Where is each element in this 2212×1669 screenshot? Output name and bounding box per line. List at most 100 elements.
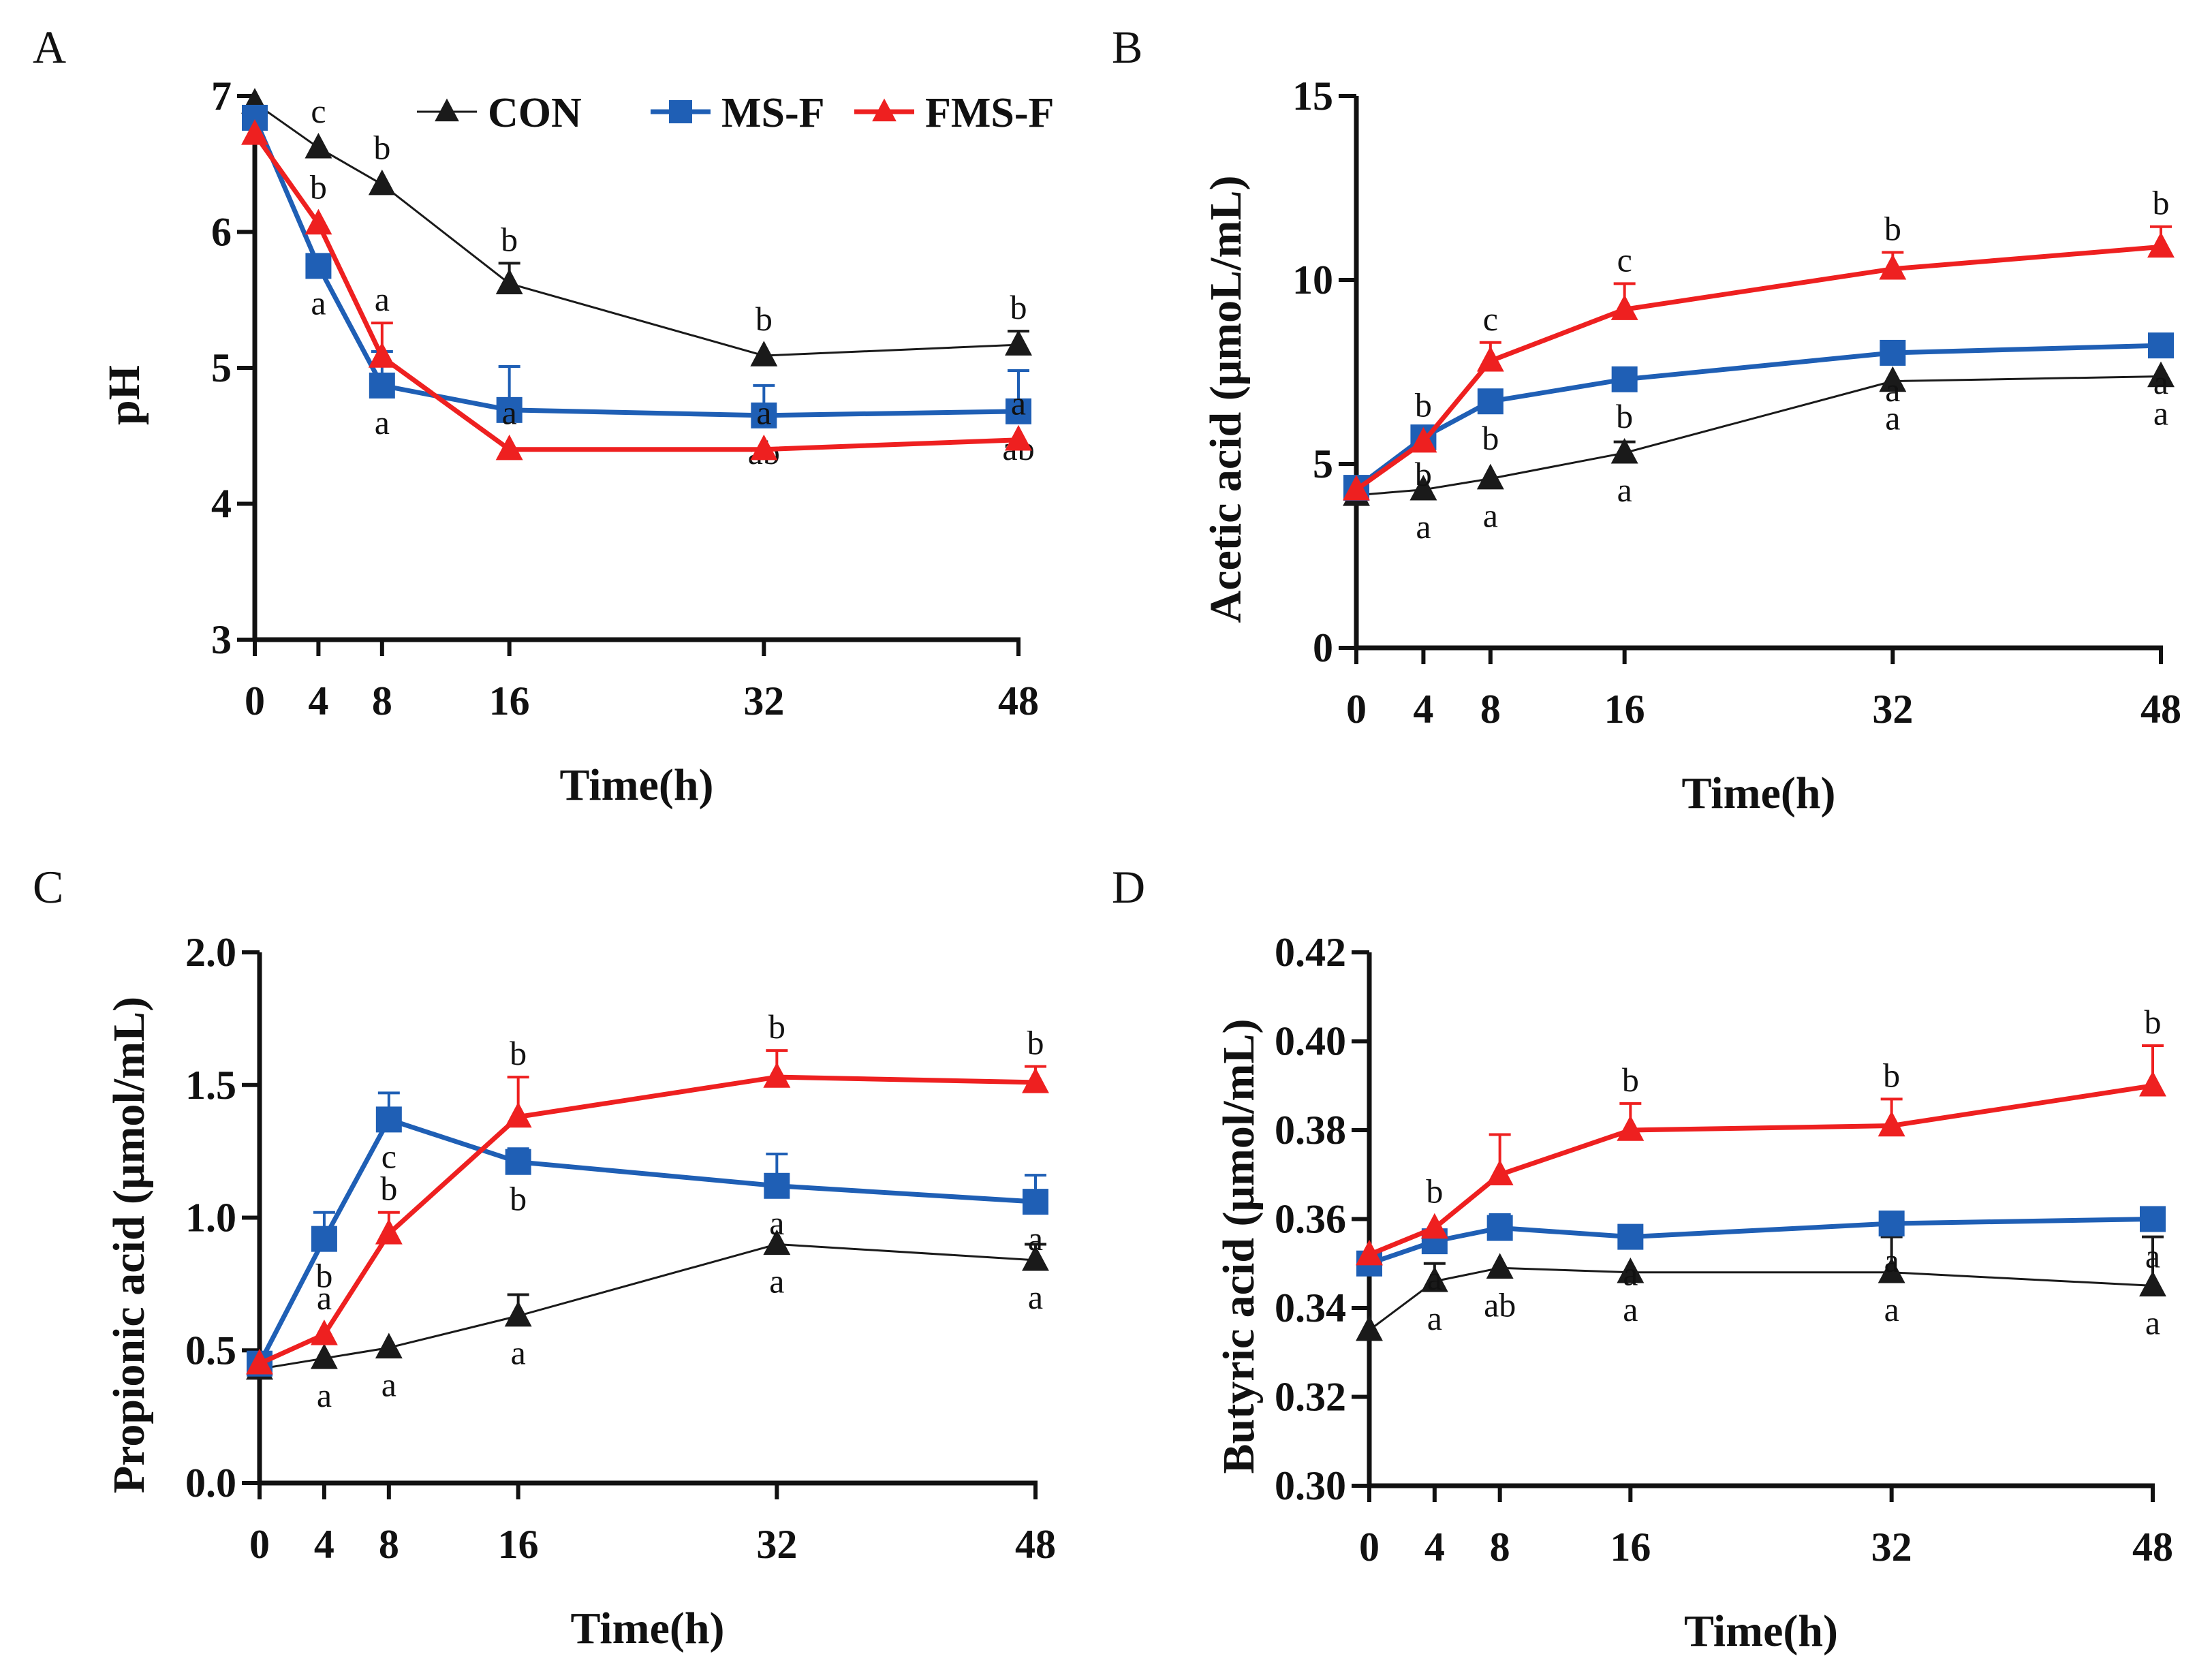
data-point — [1006, 398, 1031, 424]
significance-letter: b — [1415, 386, 1432, 424]
x-tick-label: 32 — [1871, 1525, 1912, 1570]
x-tick-label: 4 — [1413, 687, 1433, 732]
data-point — [368, 169, 396, 196]
data-point — [1610, 294, 1638, 320]
significance-letter: c — [1617, 240, 1632, 279]
significance-letter: a — [1427, 1259, 1442, 1297]
y-tick-label: 0.42 — [1275, 930, 1346, 975]
y-tick-label: 15 — [1292, 74, 1333, 119]
significance-letter: b — [310, 168, 327, 206]
y-axis-title: Propionic acid (μmol/mL) — [104, 997, 154, 1493]
data-point — [375, 1219, 403, 1245]
significance-letter: a — [756, 394, 771, 432]
data-point — [750, 434, 778, 461]
significance-letter: c — [311, 92, 326, 130]
legend-marker — [669, 100, 692, 123]
x-tick-label: 48 — [2140, 687, 2181, 732]
significance-letter: b — [1426, 1172, 1443, 1211]
significance-letter: b — [373, 129, 390, 167]
significance-letter: a — [375, 280, 390, 318]
panel-letter: D — [1112, 861, 1145, 913]
x-tick-label: 16 — [489, 678, 530, 723]
data-point — [2139, 1070, 2166, 1097]
data-point — [1486, 1215, 1513, 1241]
significance-letter: a — [381, 1365, 396, 1403]
significance-letter: a — [1483, 497, 1498, 535]
x-tick-label: 32 — [756, 1522, 797, 1567]
data-point — [1022, 1067, 1049, 1093]
data-point — [1878, 1110, 1905, 1137]
data-point — [750, 341, 778, 366]
legend-label: CON — [488, 90, 582, 136]
significance-letter: a — [2145, 1303, 2160, 1341]
significance-letter: a — [317, 1279, 332, 1317]
series-fms-f: b a a a a — [241, 119, 1032, 461]
data-point — [241, 119, 268, 145]
significance-letter: b — [1415, 455, 1432, 493]
series-line — [259, 1243, 1036, 1370]
y-tick-label: 0.30 — [1275, 1463, 1346, 1508]
series-con: a a a a a — [246, 1229, 1049, 1414]
panel-a: A34567048163248Time(h)pHcbbbbaaaababbaaa… — [33, 21, 1039, 810]
y-tick-label: 0.5 — [185, 1328, 236, 1373]
data-point — [246, 1348, 273, 1375]
significance-letter: a — [1884, 1241, 1899, 1279]
data-point — [2147, 361, 2175, 388]
y-tick-label: 0.0 — [185, 1461, 236, 1506]
data-point — [1878, 1257, 1905, 1283]
significance-letter: a — [769, 1262, 784, 1300]
x-axis-title: Time(h) — [570, 1604, 724, 1653]
y-tick-label: 0 — [1313, 625, 1333, 670]
data-point — [305, 132, 332, 159]
significance-letter: a — [769, 1204, 784, 1242]
y-tick-label: 6 — [211, 210, 232, 255]
legend-label: MS-F — [721, 90, 825, 136]
y-tick-label: 1.0 — [185, 1196, 236, 1241]
series-line — [252, 116, 1019, 418]
significance-letter: a — [1884, 1290, 1899, 1328]
y-tick-label: 0.36 — [1275, 1197, 1346, 1242]
significance-letter: a — [1617, 471, 1632, 509]
data-point — [751, 402, 777, 428]
significance-letter: b — [1482, 419, 1499, 457]
series-ms-f: a a a a b a b — [242, 104, 1035, 471]
data-point — [495, 268, 523, 295]
y-tick-label: 0.32 — [1275, 1375, 1346, 1420]
significance-letter: a — [317, 1376, 332, 1414]
data-point — [1477, 388, 1504, 415]
y-tick-label: 0.34 — [1275, 1285, 1346, 1330]
significance-letter: a — [1427, 1299, 1442, 1337]
significance-letter: a — [1011, 384, 1026, 422]
x-tick-label: 8 — [1480, 687, 1501, 732]
panel-d: D0.300.320.340.360.380.400.420 4 8 16 32 48Ti… — [1112, 861, 2173, 1656]
data-point — [310, 1320, 338, 1345]
y-tick-label: 10 — [1292, 258, 1333, 302]
data-point — [763, 1229, 791, 1255]
significance-letter: ab — [1484, 1285, 1516, 1324]
y-tick-label: 3 — [211, 617, 232, 662]
x-tick-label: 48 — [998, 678, 1039, 723]
data-point — [2147, 232, 2175, 258]
significance-letter: b — [510, 1034, 527, 1072]
significance-letter: a — [502, 394, 517, 432]
data-point — [375, 1332, 403, 1359]
x-tick-label: 8 — [379, 1522, 399, 1567]
x-tick-label: 0 — [1359, 1525, 1380, 1570]
data-point — [310, 1343, 338, 1369]
significance-letter: b — [510, 1180, 527, 1218]
data-point — [1610, 437, 1638, 464]
legend: CON MS-F FMS-F — [417, 90, 1054, 136]
significance-letter: b — [1884, 210, 1901, 248]
data-point — [763, 1062, 791, 1088]
data-point — [496, 396, 523, 423]
significance-letter: a — [375, 403, 390, 441]
data-point — [2148, 332, 2174, 359]
significance-letter: a — [311, 283, 326, 322]
series-line — [1356, 375, 2162, 497]
y-axis-title: pH — [99, 365, 149, 425]
legend-item-con: CON — [417, 90, 582, 136]
